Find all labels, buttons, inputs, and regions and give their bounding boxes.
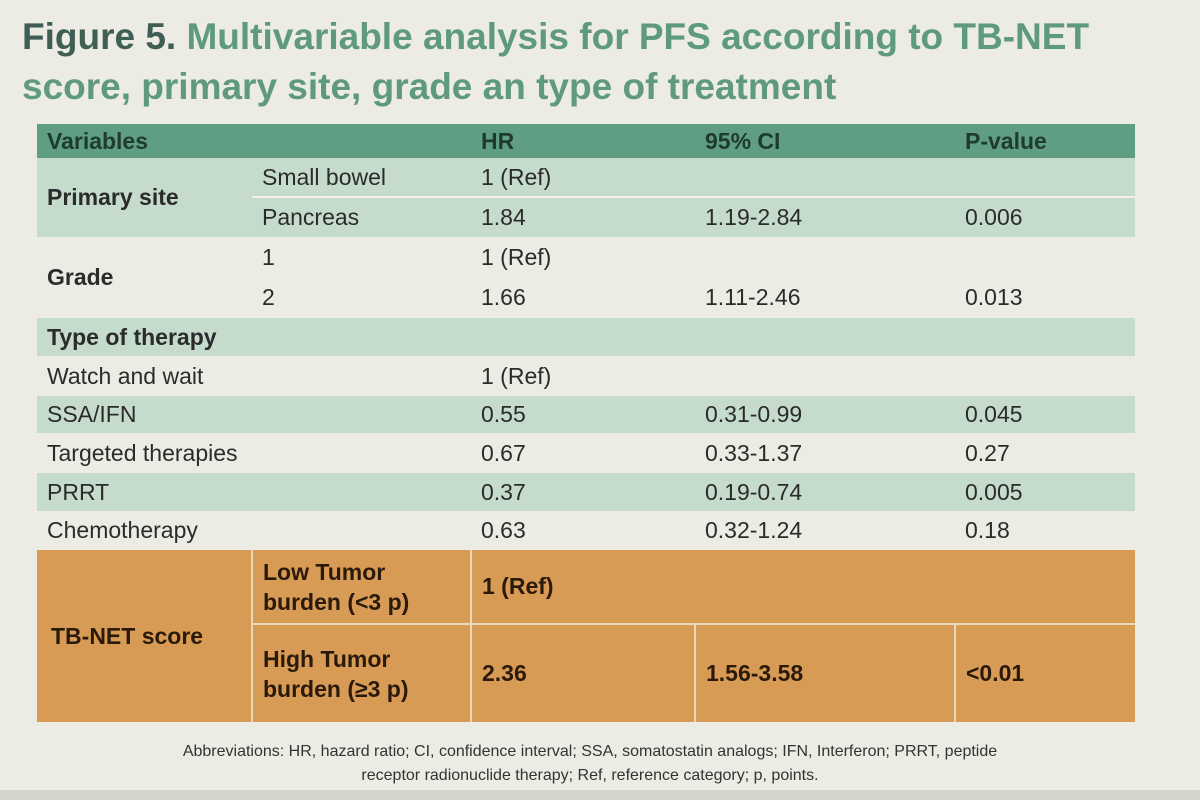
cell-p [955,237,1135,277]
cell-sub: Pancreas [252,196,471,237]
cell-ci: 0.33-1.37 [705,439,803,466]
abbreviations-line2: receptor radionuclide therapy; Ref, refe… [361,767,819,784]
cell-ci: 1.11-2.46 [705,284,801,310]
cell-hr: 1.84 [471,196,695,237]
table-row: SSA/IFN 0.55 0.31-0.99 0.045 [37,396,1135,433]
results-table: Variables HR 95% CI P-value Primary site… [37,124,1135,722]
cell-ci [695,158,955,197]
cell-p: 0.006 [955,196,1135,237]
table-row: Targeted therapies 0.67 0.33-1.37 0.27 [37,433,1135,473]
table-row: Chemotherapy 0.63 0.32-1.24 0.18 [37,511,1135,550]
cell-ci [695,550,955,624]
cell-name: SSA/IFN [47,401,137,427]
cell-p: 0.005 [965,478,1023,505]
cell-p: 0.045 [965,401,1023,427]
cell-ci [695,237,955,277]
cell-p: <0.01 [954,623,1135,722]
tbnet-label: TB-NET score [37,550,252,722]
cell-ci: 1.19-2.84 [695,196,955,237]
header-ci: 95% CI [695,124,955,158]
cell-ci [695,356,955,396]
cell-hr: 0.63 [481,517,526,543]
header-hr: HR [471,124,695,158]
cell-name: Chemotherapy [47,517,198,543]
cell-ci: 0.19-0.74 [705,478,803,505]
cell-hr: 0.55 [481,401,526,427]
abbreviations-note: Abbreviations: HR, hazard ratio; CI, con… [60,740,1120,788]
table-row: Pancreas 1.84 1.19-2.84 0.006 [37,196,1135,237]
cell-hr: 2.36 [470,623,695,722]
table-row: Type of therapy [37,318,1135,356]
cell-sub-line1: High Tumor [263,645,391,672]
cell-p [955,550,1135,624]
cell-hr: 0.37 [481,478,526,505]
cell-sub-line2: burden (<3 p) [263,588,410,615]
cell-ci: 1.56-3.58 [694,623,955,722]
table-row: TB-NET score Low Tumor burden (<3 p) 1 (… [37,550,1135,722]
cell-hr: 0.67 [481,439,526,466]
cell-name: PRRT [47,478,110,505]
cell-hr: 1.66 [481,284,526,310]
cell-sub: Small bowel [262,163,386,190]
table-row: Primary site Small bowel 1 (Ref) [37,158,1135,237]
cell-ci: 0.32-1.24 [705,517,803,543]
header-variables: Variables [37,124,471,158]
table-header-row: Variables HR 95% CI P-value [37,124,1135,158]
table-row: Watch and wait 1 (Ref) [37,356,1135,396]
cell-p [955,158,1135,197]
figure-title-text: Multivariable analysis for PFS according… [22,16,1090,107]
abbreviations-line1: Abbreviations: HR, hazard ratio; CI, con… [182,743,998,760]
cell-name: Watch and wait [47,362,204,389]
grade-label: Grade [37,237,252,318]
cell-sub: 1 [262,243,275,270]
therapy-label: Type of therapy [47,323,217,350]
cell-p: 0.27 [965,439,1010,466]
table-row: PRRT 0.37 0.19-0.74 0.005 [37,473,1135,511]
cell-p: 0.013 [965,284,1023,310]
cell-sub-line2: burden (≥3 p) [263,675,409,702]
page-title: Figure 5. Multivariable analysis for PFS… [22,12,1182,112]
table-row: High Tumor burden (≥3 p) 2.36 1.56-3.58 … [37,623,1135,722]
cell-hr: 1 (Ref) [481,243,552,270]
cell-hr: 1 (Ref) [481,163,552,190]
cell-name: Targeted therapies [47,439,238,466]
cell-sub-line1: Low Tumor [263,558,386,585]
primary-site-label: Primary site [37,158,252,237]
cell-p: 0.18 [965,517,1010,543]
figure-label: Figure 5. [22,16,177,57]
table-row: Grade 1 1 (Ref) [37,237,1135,318]
cell-hr: 1 (Ref) [470,550,695,624]
cell-sub: 2 [262,284,275,310]
cell-p [955,356,1135,396]
cell-ci: 0.31-0.99 [705,401,803,427]
header-pvalue: P-value [955,124,1135,158]
cell-hr: 1 (Ref) [481,362,552,389]
bottom-edge [0,790,1200,800]
